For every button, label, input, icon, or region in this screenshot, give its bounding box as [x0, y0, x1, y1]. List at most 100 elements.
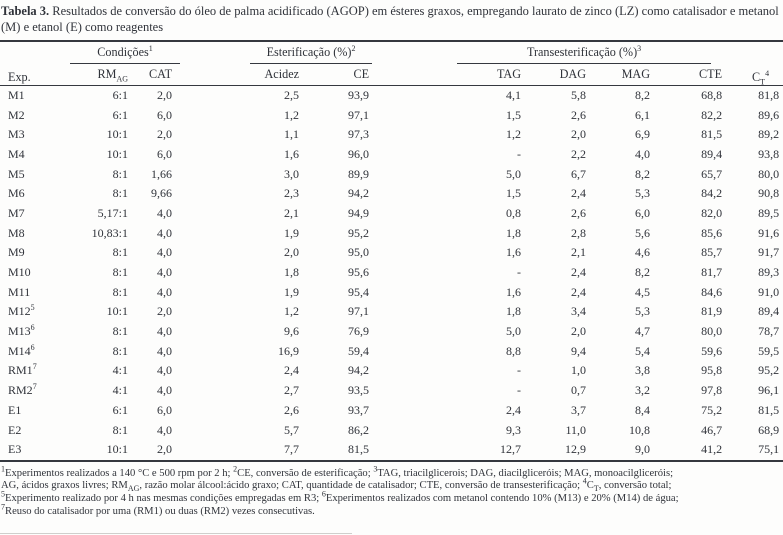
column-header-tag: TAG: [372, 63, 525, 86]
cell-value: 76,9: [348, 324, 370, 339]
cell-value: 78,7: [758, 324, 780, 339]
cell-value: 4:1: [112, 383, 128, 398]
cell-value: 95,0: [348, 245, 370, 260]
table-header: Exp. Condições1 Esterificação (%)2 Trans…: [0, 40, 783, 86]
cell-value: 95,2: [348, 225, 370, 240]
cell-value: 1,2: [506, 127, 522, 142]
cell-value: 81,7: [701, 265, 723, 280]
table-row: E3 10:1 2,0 7,7 81,5 12,7 12,9 9,0 41,2 75,1: [0, 440, 783, 461]
cell-exp: M7: [8, 205, 25, 220]
cell-value: 6,9: [635, 127, 651, 142]
cell-value: 1,66: [151, 166, 173, 181]
column-header-dag: DAG: [524, 63, 590, 86]
cell-value: 2,0: [571, 324, 587, 339]
cell-value: 5,3: [635, 304, 651, 319]
cell-value: 82,0: [701, 205, 723, 220]
results-table: Exp. Condições1 Esterificação (%)2 Trans…: [0, 39, 783, 462]
cell-value: 81,5: [758, 402, 780, 417]
cell-exp: M6: [8, 186, 25, 201]
cell-value: 0,8: [506, 205, 522, 220]
cell-value: 90,8: [758, 186, 780, 201]
column-header-acidez: Acidez: [180, 63, 305, 86]
cell-value: 8,2: [635, 166, 651, 181]
cell-value: 10:1: [106, 442, 128, 457]
table-row: M2 6:1 6,0 1,2 97,1 1,5 2,6 6,1 82,2 89,6: [0, 105, 783, 125]
cell-exp: E1: [8, 402, 22, 417]
cell-value: 4,0: [157, 324, 173, 339]
cell-value: 1,8: [284, 265, 300, 280]
cell-exp: M4: [8, 146, 25, 161]
cell-value: 6:1: [112, 87, 128, 102]
cell-exp: M5: [8, 166, 25, 181]
footnotes: 1Experimentos realizados a 140 °C e 500 …: [0, 465, 783, 520]
table-row: M146 8:1 4,0 16,9 59,4 8,8 9,4 5,4 59,6 59,5: [0, 341, 783, 361]
cell-value: 1,2: [284, 107, 300, 122]
cell-value: 7,7: [284, 442, 300, 457]
cell-value: 5,17:1: [97, 205, 128, 220]
group-header-row: Exp. Condições1 Esterificação (%)2 Trans…: [0, 40, 783, 86]
cell-value: 89,3: [758, 265, 780, 280]
cell-value: 2,1: [284, 205, 300, 220]
column-header-cat: CAT: [134, 63, 181, 86]
cell-exp: M8: [8, 225, 25, 240]
cell-value: 4,0: [157, 205, 173, 220]
cell-value: 6,0: [635, 205, 651, 220]
cell-value: 10:1: [106, 146, 128, 161]
cell-value: 8:1: [112, 324, 128, 339]
table-row: M10 8:1 4,0 1,8 95,6 - 2,4 8,2 81,7 89,3: [0, 263, 783, 283]
cell-value: 89,4: [701, 146, 723, 161]
cell-value: 41,2: [701, 442, 723, 457]
table-row: M125 10:1 2,0 1,2 97,1 1,8 3,4 5,3 81,9 89,4: [0, 302, 783, 322]
cell-value: 4,0: [157, 422, 173, 437]
cell-value: 8:1: [112, 265, 128, 280]
footnote-line: 5Experimento realizado por 4 h nas mesma…: [1, 489, 679, 505]
cell-value: 5,8: [571, 87, 587, 102]
cell-exp: M125: [8, 303, 35, 319]
cell-value: 2,4: [284, 363, 300, 378]
table-row: M8 10,83:1 4,0 1,9 95,2 1,8 2,8 5,6 85,6 91,6: [0, 223, 783, 243]
cell-exp: E2: [8, 422, 22, 437]
cell-value: 95,4: [348, 284, 370, 299]
table-row: M1 6:1 2,0 2,5 93,9 4,1 5,8 8,2 68,8 81,8: [0, 85, 783, 105]
cell-value: 6:1: [112, 107, 128, 122]
cell-value: 8,2: [635, 87, 651, 102]
cell-value: 2,6: [284, 402, 300, 417]
cell-value: 3,4: [571, 304, 587, 319]
cell-exp: M9: [8, 245, 25, 260]
cell-value: 95,2: [758, 363, 780, 378]
cell-value: 2,7: [284, 383, 300, 398]
cell-exp: M146: [8, 342, 35, 358]
cell-value: 91,7: [758, 245, 780, 260]
cell-value: 1,8: [506, 304, 522, 319]
cell-value: 4,0: [157, 284, 173, 299]
cell-value: 4:1: [112, 363, 128, 378]
cell-value: 5,0: [506, 324, 522, 339]
column-header-ce: CE: [304, 63, 373, 86]
cell-value: 4,1: [506, 87, 522, 102]
table-body: M1 6:1 2,0 2,5 93,9 4,1 5,8 8,2 68,8 81,8 M2 6:1 6,0…: [0, 85, 783, 461]
cell-value: 89,4: [758, 304, 780, 319]
cell-value: 1,9: [284, 225, 300, 240]
cell-value: 4,0: [157, 225, 173, 240]
cell-value: 4,0: [157, 383, 173, 398]
cell-value: 81,8: [758, 87, 780, 102]
cell-value: 75,1: [758, 442, 780, 457]
table-row: M136 8:1 4,0 9,6 76,9 5,0 2,0 4,7 80,0 78,7: [0, 322, 783, 342]
cell-value: 81,5: [348, 442, 370, 457]
cell-value: 5,4: [635, 343, 651, 358]
cell-value: 93,7: [348, 402, 370, 417]
cell-value: 3,0: [284, 166, 300, 181]
cell-value: 91,6: [758, 225, 780, 240]
cell-value: 6,1: [635, 107, 651, 122]
cell-value: 3,2: [635, 383, 651, 398]
cell-value: 95,8: [701, 363, 723, 378]
cell-value: 8:1: [112, 245, 128, 260]
cell-value: 1,5: [506, 107, 522, 122]
cell-exp: RM17: [8, 362, 37, 378]
cell-value: 94,9: [348, 205, 370, 220]
cell-value: 85,7: [701, 245, 723, 260]
cell-value: 6,0: [157, 107, 173, 122]
cell-value: 5,7: [284, 422, 300, 437]
cell-value: -: [517, 265, 522, 280]
